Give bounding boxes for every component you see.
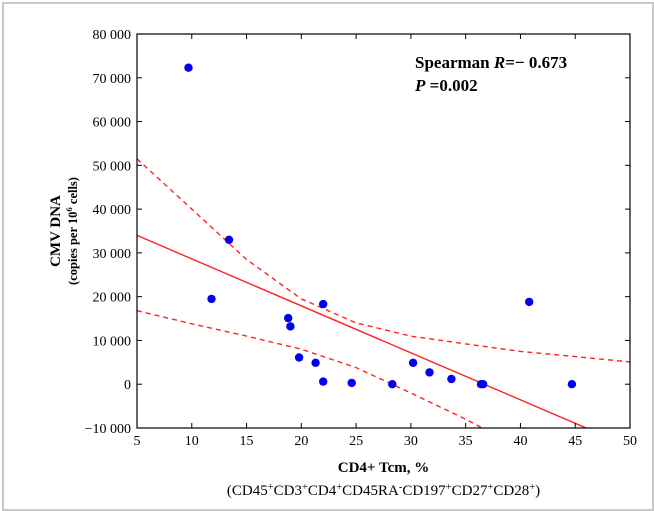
data-point xyxy=(388,380,397,389)
p-value-annotation: P =0.002 xyxy=(414,76,478,95)
y-axis-ticks: −10 000 0 10 000 20 000 30 000 40 000 50 000 60… xyxy=(85,28,630,437)
data-point xyxy=(207,294,216,304)
data-point xyxy=(284,313,293,323)
data-point xyxy=(525,297,534,307)
x-tick-label: 50 xyxy=(623,434,637,449)
x-tick-label: 10 xyxy=(185,434,199,449)
data-points xyxy=(184,63,577,389)
y-tick-label: 70 000 xyxy=(93,72,132,87)
plot-area-border xyxy=(136,33,631,429)
ci-upper-line xyxy=(137,158,630,363)
x-tick-label: 35 xyxy=(459,434,473,449)
data-point xyxy=(319,299,328,309)
y-tick-label: −10 000 xyxy=(85,422,131,437)
y-tick-label: 80 000 xyxy=(93,28,132,43)
data-point xyxy=(224,235,234,244)
x-tick-label: 5 xyxy=(134,434,141,449)
y-tick-label: 20 000 xyxy=(93,291,132,306)
x-tick-label: 25 xyxy=(349,434,363,449)
data-point xyxy=(479,380,488,389)
y-tick-label: 60 000 xyxy=(93,116,132,131)
data-point xyxy=(319,377,328,386)
x-tick-label: 30 xyxy=(404,434,418,449)
data-point xyxy=(347,378,356,388)
data-point xyxy=(184,63,193,72)
ci-lower-line xyxy=(137,310,483,428)
x-tick-label: 20 xyxy=(294,434,308,449)
data-point xyxy=(294,353,304,362)
y-tick-label: 10 000 xyxy=(93,334,132,349)
y-tick-label: 0 xyxy=(124,378,131,393)
y-tick-label: 40 000 xyxy=(93,203,132,218)
data-point xyxy=(408,358,418,367)
x-tick-label: 15 xyxy=(240,434,254,449)
x-axis-ticks: 5 10 15 20 25 30 35 40 45 50 xyxy=(134,34,637,449)
x-axis-sublabel: (CD45+CD3+CD4+CD45RA-CD197+CD27+CD28+) xyxy=(227,482,540,500)
data-point xyxy=(447,374,456,384)
confidence-band xyxy=(137,158,630,428)
regression-line xyxy=(137,234,587,428)
data-point xyxy=(567,380,577,389)
y-tick-label: 50 000 xyxy=(93,159,132,174)
y-axis-label: CMV DNA xyxy=(48,195,64,267)
scatter-chart: 5 10 15 20 25 30 35 40 45 50 −10 000 0 10 000 20 000… xyxy=(48,28,637,500)
x-axis-label: CD4+ Tcm, % xyxy=(338,460,429,476)
fit-line xyxy=(137,234,587,428)
x-tick-label: 45 xyxy=(568,434,582,449)
data-point xyxy=(425,368,434,377)
spearman-annotation: Spearman R=− 0.673 xyxy=(415,53,567,72)
y-tick-label: 30 000 xyxy=(93,247,132,262)
y-axis-sublabel: (copies per 106 cells) xyxy=(64,177,80,285)
data-point xyxy=(286,322,295,331)
data-point xyxy=(311,358,320,367)
x-tick-label: 40 xyxy=(513,434,527,449)
